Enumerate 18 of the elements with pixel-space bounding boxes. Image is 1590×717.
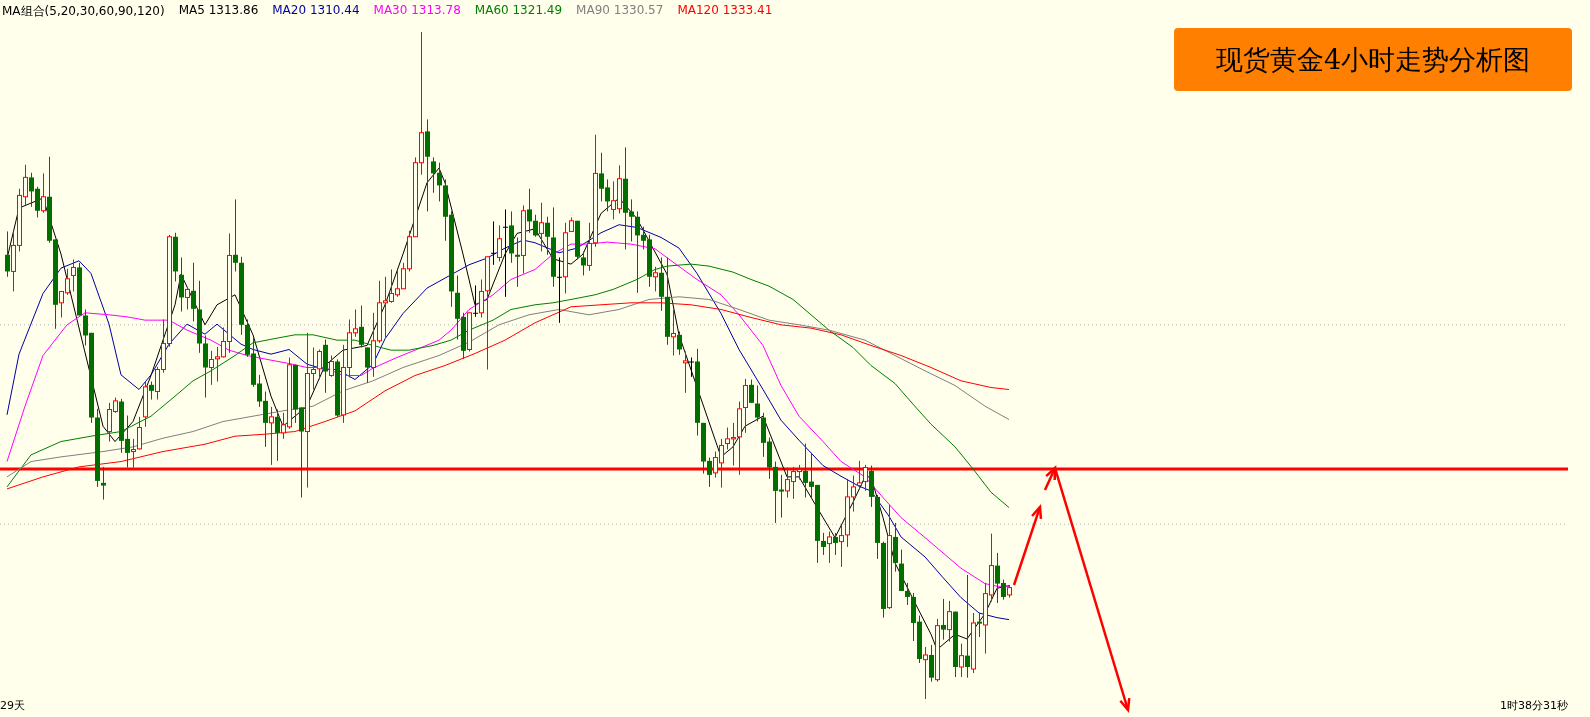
text: MA30 1313.78 — [373, 3, 461, 19]
candlestick — [557, 257, 562, 323]
annotation: 29天 — [0, 698, 25, 713]
text: 1时38分31秒 — [1500, 698, 1568, 713]
text: MA60 1321.49 — [474, 3, 563, 19]
candlestick — [683, 351, 688, 393]
text: MA120 1333.41 — [677, 3, 773, 19]
candlestick — [671, 309, 676, 356]
legend-title: MA组合(5,20,30,60,90,120) — [2, 3, 165, 20]
text: 现货黄金4小时走势分析图 — [1174, 28, 1572, 91]
candlestick — [101, 466, 106, 500]
text: MA90 1330.57 — [576, 3, 664, 19]
text: MA5 1313.86 — [178, 3, 259, 19]
candlestick — [473, 285, 478, 317]
candlestick — [689, 357, 694, 377]
candlestick — [977, 612, 982, 637]
text: MA20 1310.44 — [272, 3, 360, 19]
candlestick — [515, 237, 520, 287]
